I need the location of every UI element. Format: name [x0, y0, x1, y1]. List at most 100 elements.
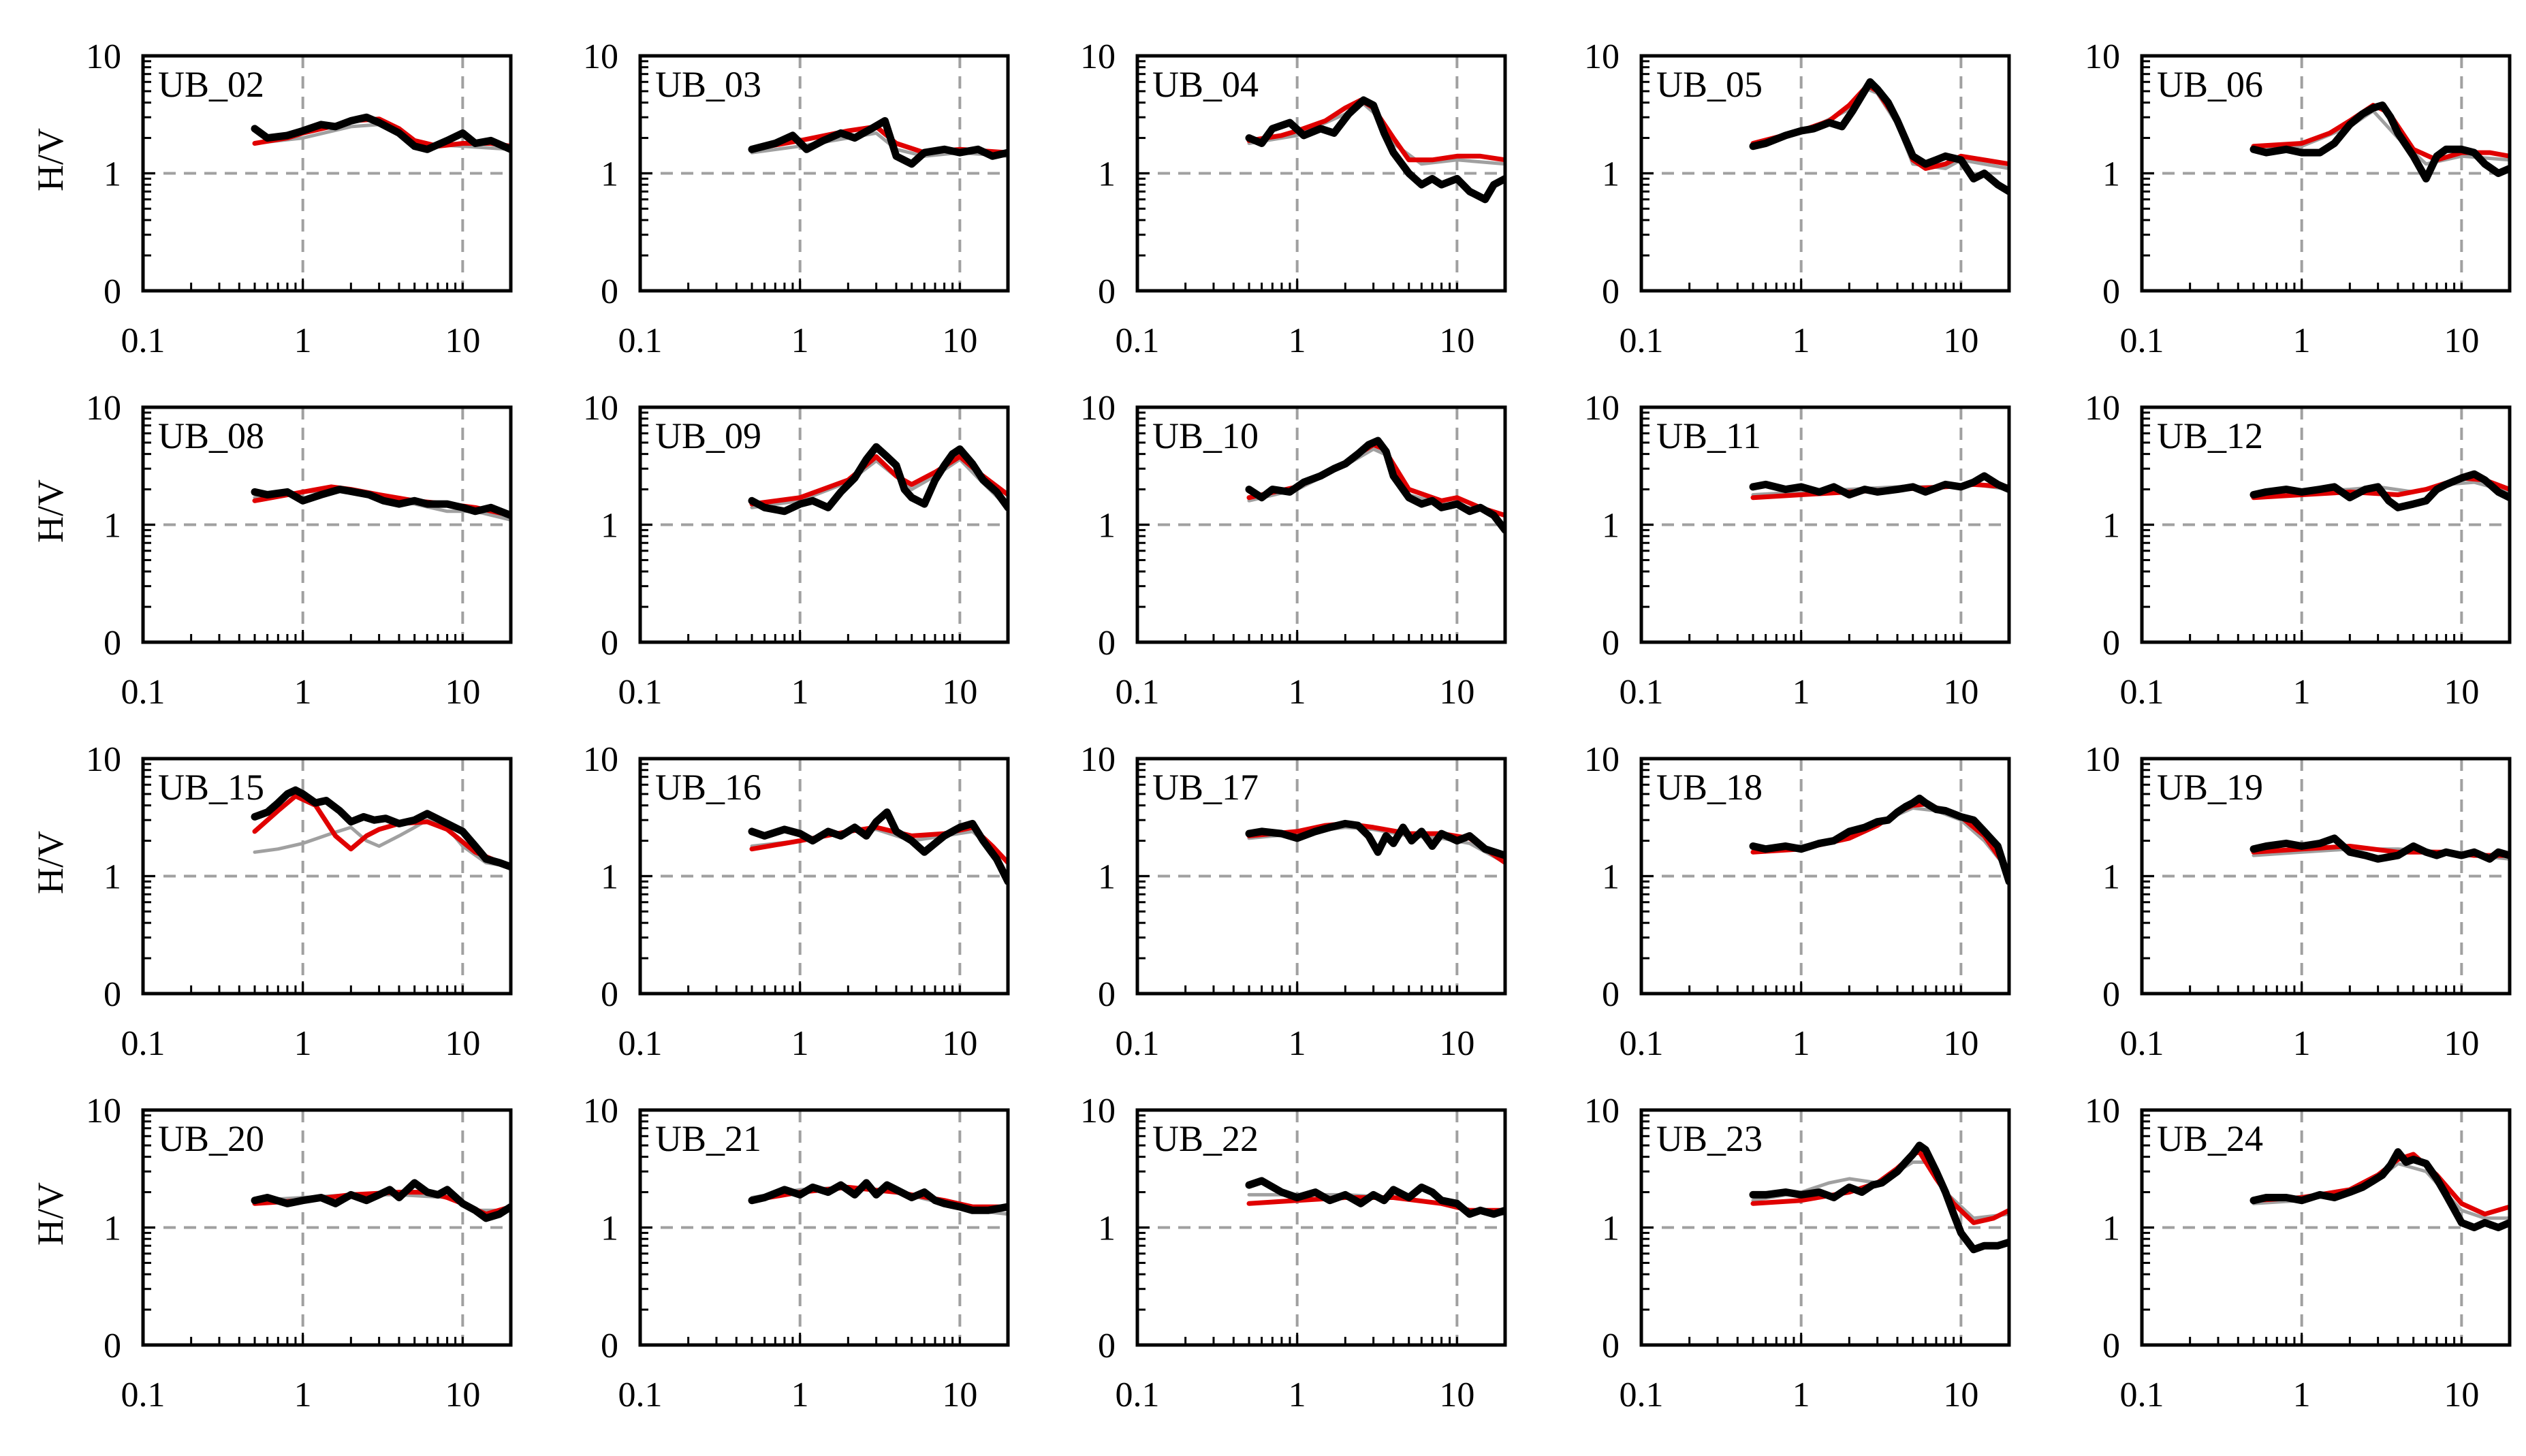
subplot-ub-02: 0.1 1 10 0 1 10 UB_02 H/V — [30, 37, 513, 360]
panel-title: UB_23 — [1656, 1118, 1763, 1159]
y-tick-label: 0 — [2102, 624, 2120, 663]
y-tick-label: 10 — [1080, 1092, 1116, 1130]
y-tick-label: 0 — [2102, 1327, 2120, 1365]
x-tick-label: 10 — [1439, 1024, 1474, 1063]
x-tick-label: 0.1 — [618, 1376, 663, 1414]
x-tick-label: 1 — [2293, 321, 2311, 360]
panel-title: UB_09 — [655, 415, 761, 456]
series-line-observed — [2249, 470, 2510, 511]
x-tick-label: 10 — [445, 1024, 480, 1063]
y-tick-label: 0 — [601, 1327, 618, 1365]
y-tick-label: 0 — [1602, 272, 1620, 311]
x-tick-label: 1 — [2293, 1376, 2311, 1414]
panel-title: UB_20 — [158, 1118, 264, 1159]
subplot-ub-15: 0.1 1 10 0 1 10 UB_15 H/V — [30, 740, 513, 1063]
subplot-ub-05: 0.1 1 10 0 1 10 UB_05 — [1584, 37, 2011, 360]
y-tick-label: 0 — [1098, 624, 1116, 663]
y-tick-label: 0 — [601, 975, 618, 1014]
series-group — [748, 1179, 1008, 1216]
series-line-observed — [2249, 1148, 2510, 1231]
x-tick-label: 1 — [1289, 1376, 1306, 1414]
series-group — [748, 808, 1008, 885]
series-group — [251, 484, 511, 522]
series-line-model-gray — [2252, 109, 2510, 166]
y-tick-label: 1 — [1602, 858, 1620, 897]
x-tick-label: 10 — [942, 1024, 977, 1063]
panel-title: UB_11 — [1656, 415, 1761, 456]
y-tick-label: 10 — [1080, 740, 1116, 779]
y-tick-label: 1 — [1602, 507, 1620, 545]
x-tick-label: 1 — [2293, 1024, 2311, 1063]
y-tick-label: 0 — [1602, 624, 1620, 663]
series-line-observed — [251, 786, 511, 871]
subplot-ub-23: 0.1 1 10 0 1 10 UB_23 — [1584, 1092, 2011, 1414]
series-group — [748, 116, 1008, 168]
x-tick-label: 10 — [1439, 673, 1474, 712]
y-axis-label: H/V — [30, 831, 71, 894]
series-line-observed — [1245, 437, 1505, 534]
series-line-observed — [748, 808, 1008, 885]
panel-title: UB_22 — [1152, 1118, 1259, 1159]
panel-title: UB_16 — [655, 767, 761, 808]
series-line-observed — [1749, 472, 2009, 498]
panel-title: UB_06 — [2157, 64, 2263, 105]
y-tick-label: 10 — [1584, 1092, 1620, 1130]
x-tick-label: 0.1 — [121, 321, 165, 360]
y-tick-label: 1 — [2102, 155, 2120, 194]
x-tick-label: 10 — [942, 321, 977, 360]
series-line-observed — [1749, 78, 2009, 195]
subplot-ub-09: 0.1 1 10 0 1 10 UB_09 — [583, 389, 1010, 712]
panel-title: UB_05 — [1656, 64, 1763, 105]
x-tick-label: 10 — [1943, 1024, 1978, 1063]
panel-title: UB_19 — [2157, 767, 2263, 808]
x-tick-label: 10 — [2444, 1376, 2479, 1414]
series-group — [1749, 1141, 2009, 1254]
series-line-observed — [251, 113, 511, 153]
y-axis-label: H/V — [30, 1182, 71, 1246]
series-line-model-red — [2251, 1152, 2510, 1217]
x-tick-label: 0.1 — [121, 673, 165, 712]
y-tick-label: 10 — [86, 389, 121, 428]
subplot-ub-04: 0.1 1 10 0 1 10 UB_04 — [1080, 37, 1507, 360]
y-tick-label: 1 — [601, 155, 618, 194]
x-tick-label: 0.1 — [1116, 673, 1160, 712]
x-tick-label: 1 — [1289, 673, 1306, 712]
y-tick-label: 1 — [601, 1209, 618, 1248]
x-tick-label: 0.1 — [618, 321, 663, 360]
y-tick-label: 0 — [601, 272, 618, 311]
series-group — [748, 443, 1008, 516]
series-line-observed — [1245, 819, 1505, 859]
subplot-ub-20: 0.1 1 10 0 1 10 UB_20 H/V — [30, 1092, 513, 1414]
subplot-ub-17: 0.1 1 10 0 1 10 UB_17 — [1080, 740, 1507, 1063]
y-tick-label: 10 — [2085, 1092, 2120, 1130]
y-tick-label: 0 — [104, 624, 121, 663]
y-tick-label: 1 — [104, 1209, 121, 1248]
y-tick-label: 1 — [1602, 155, 1620, 194]
x-tick-label: 1 — [1793, 1376, 1810, 1414]
subplot-ub-24: 0.1 1 10 0 1 10 UB_24 — [2085, 1092, 2512, 1414]
y-tick-label: 0 — [1602, 975, 1620, 1014]
series-group — [1245, 1177, 1505, 1218]
x-tick-label: 10 — [1943, 1376, 1978, 1414]
x-tick-label: 1 — [1289, 1024, 1306, 1063]
series-line-observed — [1245, 1177, 1505, 1218]
subplot-ub-12: 0.1 1 10 0 1 10 UB_12 — [2085, 389, 2512, 712]
panel-title: UB_17 — [1152, 767, 1259, 808]
series-line-model-red — [1246, 442, 1505, 518]
x-tick-label: 0.1 — [618, 673, 663, 712]
y-tick-label: 1 — [2102, 1209, 2120, 1248]
series-group — [1749, 472, 2009, 501]
x-tick-label: 0.1 — [1620, 673, 1664, 712]
series-group — [1749, 78, 2009, 195]
series-line-observed — [2249, 101, 2510, 183]
series-line-observed — [251, 486, 511, 520]
x-tick-label: 10 — [2444, 673, 2479, 712]
series-group — [251, 786, 511, 871]
x-tick-label: 10 — [1439, 1376, 1474, 1414]
x-tick-label: 1 — [791, 1024, 809, 1063]
x-tick-label: 10 — [445, 673, 480, 712]
y-tick-label: 1 — [1602, 1209, 1620, 1248]
series-group — [1749, 794, 2009, 885]
y-tick-label: 0 — [1602, 1327, 1620, 1365]
subplot-ub-22: 0.1 1 10 0 1 10 UB_22 — [1080, 1092, 1507, 1414]
